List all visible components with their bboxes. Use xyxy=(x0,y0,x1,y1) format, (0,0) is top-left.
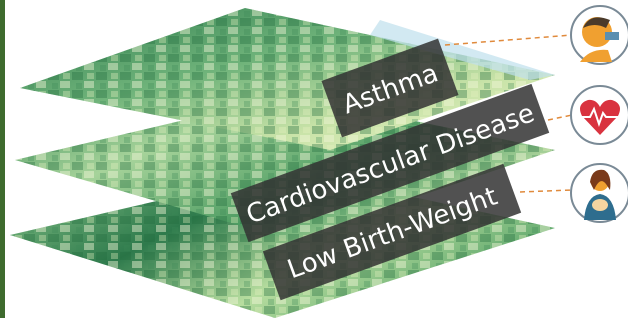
connector xyxy=(548,115,572,120)
connector xyxy=(520,190,572,192)
mother-icon xyxy=(571,164,628,222)
layered-maps: Asthma Cardiovascular Disease Low Birth-… xyxy=(0,0,628,318)
connector xyxy=(445,35,572,45)
left-border xyxy=(0,0,5,318)
asthma-icon xyxy=(571,6,628,64)
heart-icon xyxy=(571,86,628,144)
